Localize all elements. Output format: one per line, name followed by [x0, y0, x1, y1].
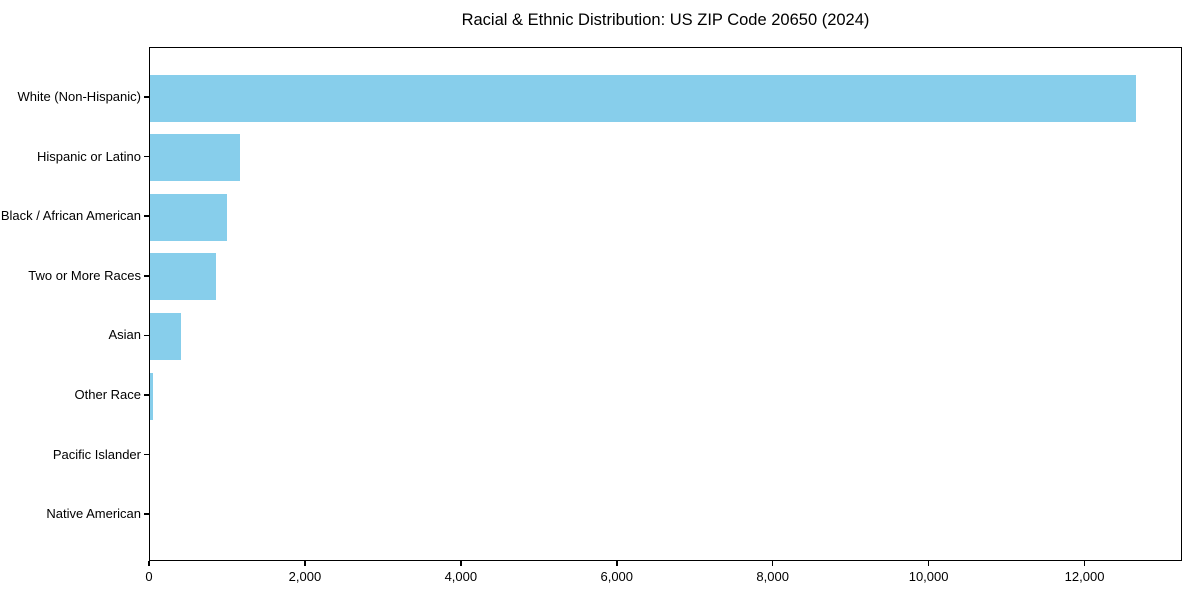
- y-tick-mark: [144, 334, 149, 337]
- bar: [150, 74, 1137, 122]
- x-tick-label: 12,000: [1064, 569, 1105, 584]
- y-tick-label: Pacific Islander: [52, 446, 141, 462]
- y-tick-label: Native American: [46, 506, 141, 522]
- x-tick-label: 2,000: [288, 569, 322, 584]
- y-tick-label: Black / African American: [0, 208, 141, 224]
- x-tick-mark: [148, 561, 150, 566]
- y-tick-label: Hispanic or Latino: [36, 148, 141, 164]
- x-tick-label: 0: [145, 569, 153, 584]
- y-tick-label: White (Non-Hispanic): [17, 89, 141, 104]
- x-tick-mark: [927, 561, 930, 566]
- x-tick-mark: [304, 561, 306, 566]
- y-tick-mark: [144, 394, 149, 396]
- y-tick-label: Asian: [108, 327, 141, 343]
- x-tick-mark: [771, 561, 774, 566]
- bar: [150, 253, 216, 301]
- y-tick-mark: [144, 513, 149, 515]
- x-tick-mark: [460, 561, 462, 566]
- y-tick-label: Two or More Races: [28, 267, 141, 283]
- y-tick-mark: [144, 96, 149, 98]
- y-tick-mark: [144, 215, 149, 217]
- bar: [150, 372, 154, 420]
- y-tick-label: Other Race: [74, 387, 141, 402]
- x-tick-mark: [616, 561, 618, 566]
- x-tick-label: 10,000: [908, 569, 949, 584]
- x-tick-label: 8,000: [756, 569, 789, 584]
- bar: [150, 312, 181, 360]
- y-tick-mark: [144, 155, 149, 158]
- bar: [150, 134, 240, 182]
- y-tick-mark: [144, 453, 149, 456]
- x-tick-label: 4,000: [444, 569, 478, 584]
- chart-title: Racial & Ethnic Distribution: US ZIP Cod…: [461, 11, 870, 29]
- bar: [150, 193, 228, 241]
- plot-area: [149, 47, 1182, 561]
- y-tick-mark: [144, 275, 149, 277]
- x-tick-label: 6,000: [600, 569, 634, 584]
- x-tick-mark: [1083, 561, 1086, 566]
